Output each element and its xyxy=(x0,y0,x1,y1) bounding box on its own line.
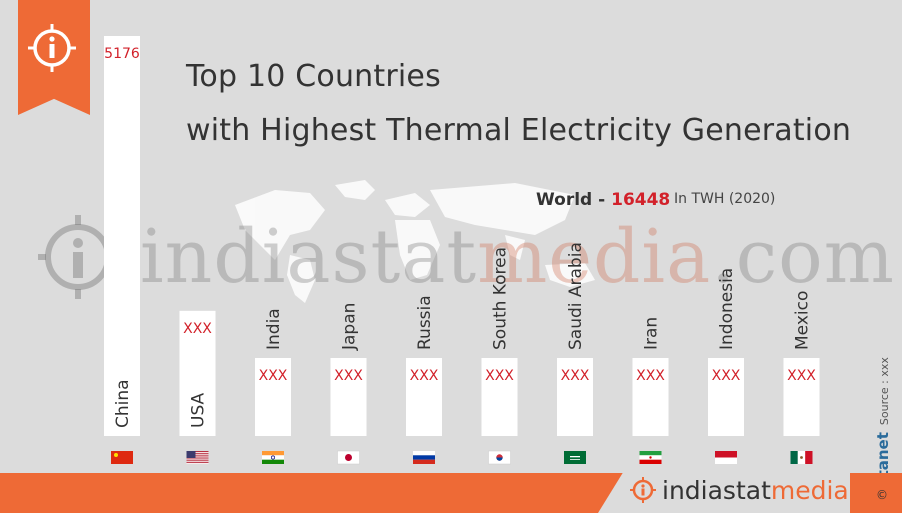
category-label: USA xyxy=(189,392,209,428)
footer-info-icon xyxy=(630,477,656,503)
watermark-text: indiastatmedia.com xyxy=(140,214,895,300)
iran-flag-emblem xyxy=(649,456,652,459)
value-label: XXX xyxy=(712,368,741,384)
india-flag-green xyxy=(262,459,284,464)
category-label: Russia xyxy=(415,295,435,350)
footer-logo-panel xyxy=(598,464,850,513)
title-line-2: with Highest Thermal Electricity Generat… xyxy=(186,113,852,148)
world-total: World - 16448 xyxy=(536,190,670,210)
source-text: Source : xxx xyxy=(878,357,891,426)
usa-flag-stripe xyxy=(186,451,209,452)
footer-brand: indiastatmedia xyxy=(630,476,849,505)
category-label: Indonesia xyxy=(717,268,737,350)
iran-flag xyxy=(639,451,662,456)
bar xyxy=(481,358,518,436)
category-label: China xyxy=(113,379,133,428)
mexico-flag xyxy=(790,451,798,464)
usa-flag-stripe xyxy=(186,462,209,464)
china-flag xyxy=(111,451,133,464)
indonesia-flag xyxy=(715,451,737,458)
category-label: Mexico xyxy=(793,291,813,350)
category-label: India xyxy=(264,308,284,350)
russia-flag-red xyxy=(413,459,435,464)
world-map-graphic xyxy=(235,180,595,303)
bar xyxy=(708,358,744,436)
bar xyxy=(255,358,291,436)
copyright-symbol: © xyxy=(876,488,888,502)
usa-flag-stripe xyxy=(186,456,209,458)
india-flag xyxy=(262,451,284,456)
footer-brand-a: indiastat xyxy=(662,476,771,505)
usa-flag-stripe xyxy=(186,454,209,456)
south-korea-flag-blue xyxy=(496,457,503,461)
india-flag-white xyxy=(262,455,284,460)
watermark-text-a: indiastat xyxy=(140,214,478,300)
china-flag-star xyxy=(114,453,118,457)
category-label: Saudi Arabia xyxy=(566,242,586,350)
footer-brand-b: media xyxy=(770,476,849,505)
category-label: Japan xyxy=(340,303,360,351)
usa-flag-canton xyxy=(186,451,196,458)
value-label: XXX xyxy=(787,368,816,384)
bar xyxy=(632,358,669,436)
chart-title: Top 10 Countries with Highest Thermal El… xyxy=(186,50,851,158)
world-total-value: 16448 xyxy=(611,190,671,210)
bar xyxy=(330,358,367,436)
bar xyxy=(104,36,140,436)
iran-flag-red xyxy=(639,459,662,464)
category-label: South Korea xyxy=(491,247,511,350)
unit-note: In TWH (2020) xyxy=(674,191,776,207)
usa-flag-stripe xyxy=(186,458,209,460)
info-icon xyxy=(28,24,76,72)
mexico-flag-red xyxy=(805,451,813,464)
value-label: XXX xyxy=(636,368,665,384)
watermark-text-c: .com xyxy=(711,214,895,300)
value-label: 5176 xyxy=(104,46,140,62)
value-label: XXX xyxy=(183,321,212,337)
value-label: XXX xyxy=(485,368,514,384)
saudi-arabia-flag-sword xyxy=(570,459,580,460)
bar xyxy=(783,358,820,436)
usa-flag-stripe xyxy=(186,460,209,462)
bar xyxy=(179,310,216,436)
indonesia-flag-white xyxy=(715,457,737,464)
watermark-text-b: media xyxy=(477,214,712,300)
saudi-arabia-flag-script xyxy=(570,456,580,458)
world-total-label: World - xyxy=(536,190,612,210)
japan-flag-sun xyxy=(345,454,352,461)
russia-flag-blue xyxy=(413,455,435,460)
saudi-arabia-flag xyxy=(564,451,586,464)
usa-flag-stripe xyxy=(186,452,209,454)
title-line-1: Top 10 Countries xyxy=(186,59,441,94)
india-flag-chakra xyxy=(271,455,275,460)
value-label: XXX xyxy=(259,368,288,384)
value-label: XXX xyxy=(410,368,439,384)
bar xyxy=(557,358,593,436)
mexico-flag-emblem xyxy=(800,456,803,459)
value-label: XXX xyxy=(561,368,590,384)
russia-flag xyxy=(413,451,435,456)
category-label: Iran xyxy=(642,317,662,350)
bar xyxy=(406,358,442,436)
value-label: XXX xyxy=(334,368,363,384)
